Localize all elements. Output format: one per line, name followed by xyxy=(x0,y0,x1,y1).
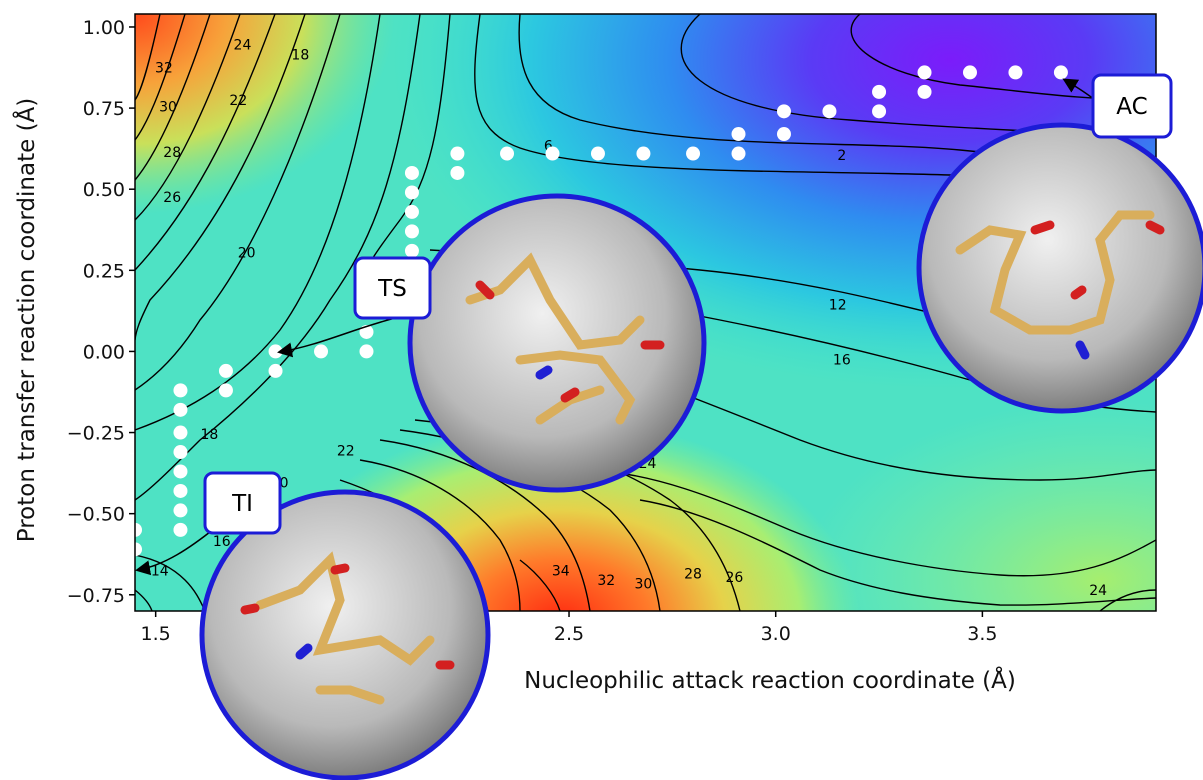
contour-label: 28 xyxy=(684,567,702,583)
path-point xyxy=(173,503,188,518)
contour-label: 2 xyxy=(837,148,846,164)
path-point xyxy=(135,542,142,557)
path-point xyxy=(173,483,188,498)
contour-label: 28 xyxy=(163,145,181,161)
path-point xyxy=(173,402,188,417)
path-point xyxy=(731,146,746,161)
path-point xyxy=(173,464,188,479)
contour-label: 20 xyxy=(238,245,256,261)
path-point xyxy=(404,224,419,239)
y-tick-label: −0.25 xyxy=(67,423,125,445)
ti-callout: TI xyxy=(135,471,282,576)
path-point xyxy=(962,65,977,80)
contour-label: 24 xyxy=(234,38,252,54)
contour-label: 22 xyxy=(337,443,355,459)
path-point xyxy=(776,104,791,119)
path-point xyxy=(590,146,605,161)
contour-label: 18 xyxy=(200,427,218,443)
y-tick-label: −0.50 xyxy=(67,504,125,526)
contour-label: 16 xyxy=(213,534,231,550)
contour-label: 6 xyxy=(544,138,553,154)
path-point xyxy=(917,65,932,80)
path-point xyxy=(218,383,233,398)
ac-label: AC xyxy=(1116,94,1147,120)
path-point xyxy=(314,344,329,359)
path-point xyxy=(173,425,188,440)
ac-callout: AC xyxy=(1062,73,1173,139)
contour-label: 14 xyxy=(151,563,169,579)
contour-label: 18 xyxy=(291,47,309,63)
y-tick-label: 0.75 xyxy=(83,98,125,120)
ts-molecule-sticks xyxy=(465,252,665,425)
x-tick-label: 3.5 xyxy=(967,623,997,645)
y-axis-ticks: 1.00 0.75 0.50 0.25 0.00 −0.25 −0.50 −0.75 xyxy=(67,17,135,607)
y-tick-label: 0.50 xyxy=(83,179,125,201)
path-point xyxy=(450,165,465,180)
x-axis-label: Nucleophilic attack reaction coordinate … xyxy=(524,666,1016,694)
contour-label: 26 xyxy=(163,190,181,206)
path-point xyxy=(404,204,419,219)
path-point xyxy=(173,445,188,460)
path-point xyxy=(636,146,651,161)
x-tick-label: 3.0 xyxy=(761,623,791,645)
path-point xyxy=(135,522,142,537)
path-point xyxy=(404,243,419,258)
y-tick-label: 0.25 xyxy=(83,260,125,282)
contour-label: 16 xyxy=(833,352,851,368)
path-point xyxy=(173,383,188,398)
path-point xyxy=(404,185,419,200)
path-point xyxy=(450,146,465,161)
y-tick-label: 0.00 xyxy=(83,341,125,363)
x-axis-ticks: 1.5 2.5 3.0 3.5 xyxy=(141,611,997,645)
ac-molecule-sticks xyxy=(955,210,1165,360)
y-tick-label: −0.75 xyxy=(67,585,125,607)
contour-label: 32 xyxy=(155,60,173,76)
path-point xyxy=(1008,65,1023,80)
ts-callout: TS xyxy=(277,256,432,358)
path-points xyxy=(135,65,1068,557)
path-point xyxy=(359,344,374,359)
path-point xyxy=(359,324,374,339)
contour-label: 22 xyxy=(229,93,247,109)
path-point xyxy=(218,363,233,378)
path-point xyxy=(872,84,887,99)
contour-labels: 3230282624221820621216182220161424343230… xyxy=(151,38,1107,599)
y-axis-label: Proton transfer reaction coordinate (Å) xyxy=(12,98,40,542)
ti-structure-inset xyxy=(199,489,491,780)
contour-label: 30 xyxy=(635,576,653,592)
path-point xyxy=(1053,65,1068,80)
contour-label: 24 xyxy=(1089,583,1107,599)
contour-label: 30 xyxy=(159,99,177,115)
contour-label: 26 xyxy=(725,570,743,586)
contour-label: 12 xyxy=(829,297,847,313)
path-point xyxy=(404,165,419,180)
path-point xyxy=(686,146,701,161)
path-point xyxy=(500,146,515,161)
ti-label: TI xyxy=(231,491,253,517)
path-point xyxy=(545,146,560,161)
path-point xyxy=(173,522,188,537)
path-point xyxy=(731,127,746,142)
ts-structure-inset xyxy=(407,193,707,493)
path-point xyxy=(268,363,283,378)
y-tick-label: 1.00 xyxy=(83,17,125,39)
path-point xyxy=(872,104,887,119)
contour-label: 34 xyxy=(552,563,570,579)
x-tick-label: 1.5 xyxy=(141,623,171,645)
ac-structure-inset xyxy=(916,122,1203,414)
ts-label: TS xyxy=(377,276,407,302)
contour-label: 32 xyxy=(597,573,615,589)
ti-molecule-sticks xyxy=(240,551,455,705)
path-point xyxy=(776,127,791,142)
x-tick-label: 2.5 xyxy=(554,623,584,645)
path-point xyxy=(917,84,932,99)
path-point xyxy=(822,104,837,119)
